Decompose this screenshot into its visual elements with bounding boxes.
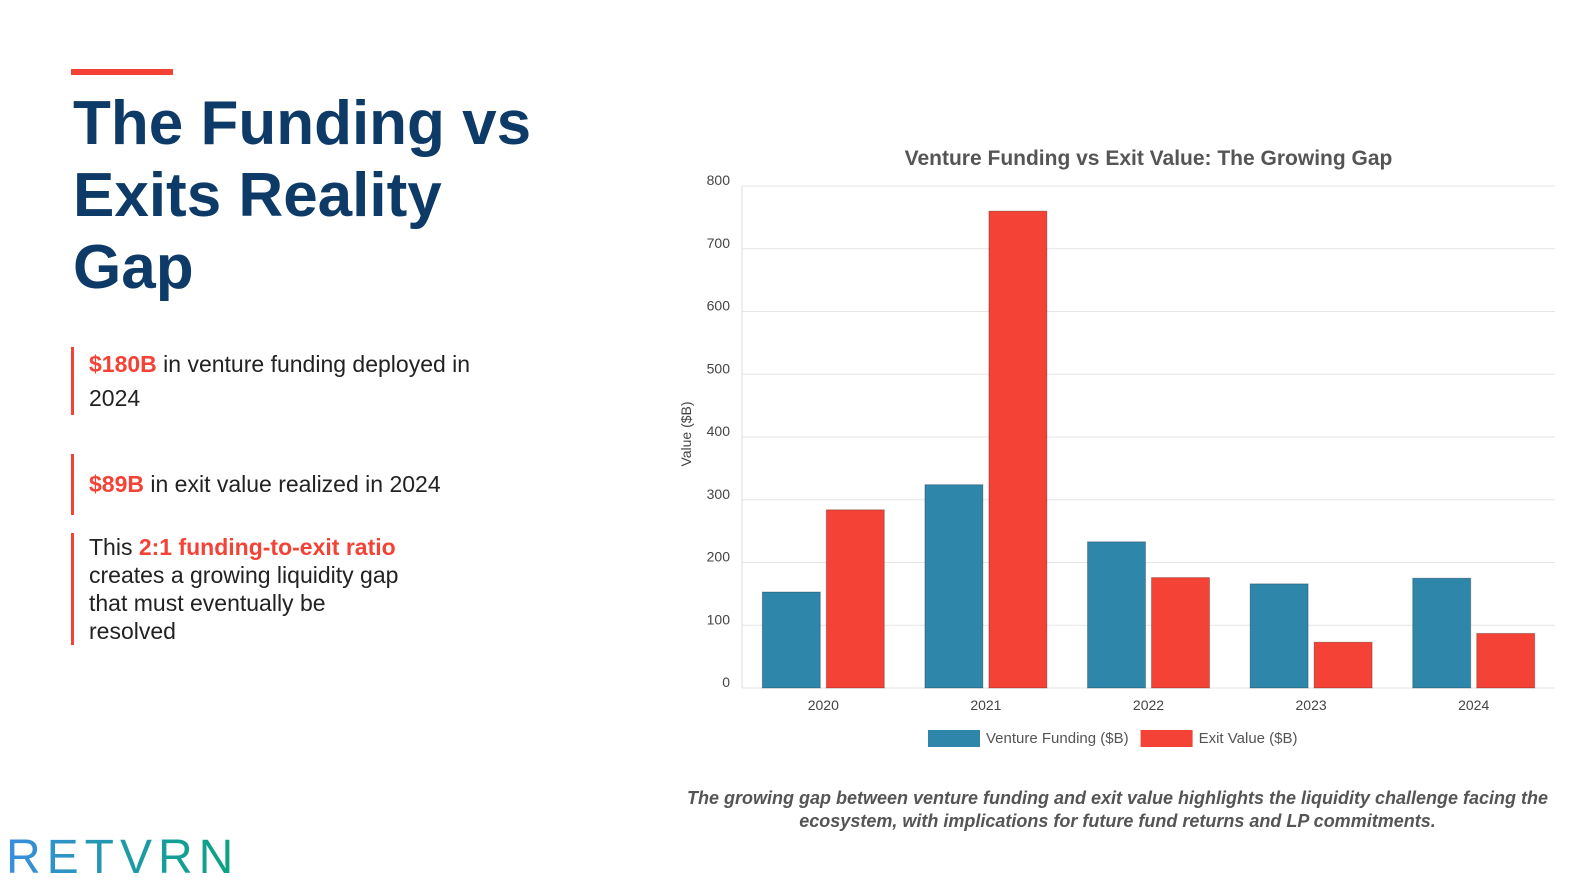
x-tick-label: 2024 [1458,697,1489,713]
point-exits: $89B in exit value realized in 2024 [71,454,509,515]
bar-exit-2021 [988,210,1048,689]
y-tick-label: 500 [707,360,731,376]
legend-label: Exit Value ($B) [1199,730,1298,747]
bar-venture-2021 [924,484,984,689]
y-axis-label: Value ($B) [678,401,694,466]
x-tick-label: 2020 [808,697,839,713]
page-title: The Funding vs Exits Reality Gap [73,89,532,302]
chart-title: Venture Funding vs Exit Value: The Growi… [905,147,1393,170]
legend-swatch [928,730,980,747]
point-funding: $180B in venture funding deployed in 202… [71,347,509,415]
bar-venture-2020 [761,591,821,689]
bar-venture-2023 [1249,583,1309,689]
y-tick-label: 400 [707,423,731,439]
x-tick-label: 2022 [1133,697,1164,713]
y-tick-label: 700 [707,235,731,251]
bar-exit-2020 [825,509,885,689]
x-tick-label: 2023 [1296,697,1327,713]
retvrn-logo: RETVRN [6,831,240,884]
title-accent-bar [71,69,173,75]
bar-exit-2024 [1476,632,1536,689]
bar-exit-2022 [1151,577,1210,689]
y-tick-label: 600 [707,298,731,314]
legend-swatch [1140,730,1193,747]
bar-exit-2023 [1313,641,1373,689]
y-tick-label: 300 [707,486,731,502]
x-tick-label: 2021 [970,697,1001,713]
y-tick-label: 200 [707,549,731,565]
y-tick-label: 100 [707,611,731,627]
y-tick-label: 0 [722,674,730,690]
bar-venture-2022 [1087,541,1146,689]
chart-caption: The growing gap between venture funding … [686,788,1549,831]
point-ratio: This 2:1 funding-to-exit ratio creates a… [71,533,409,645]
legend-label: Venture Funding ($B) [986,730,1129,747]
y-tick-label: 800 [707,172,731,188]
bar-venture-2024 [1412,577,1472,689]
